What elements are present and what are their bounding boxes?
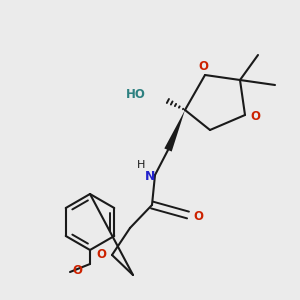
Text: O: O (198, 59, 208, 73)
Text: O: O (96, 248, 106, 260)
Text: H: H (137, 160, 145, 170)
Text: O: O (193, 209, 203, 223)
Polygon shape (164, 110, 185, 152)
Text: N: N (145, 170, 155, 184)
Text: O: O (72, 265, 82, 278)
Text: O: O (250, 110, 260, 124)
Text: HO: HO (126, 88, 146, 100)
